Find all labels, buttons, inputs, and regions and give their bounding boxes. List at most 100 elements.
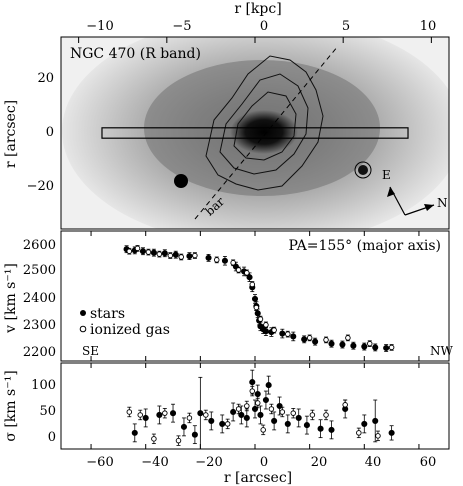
star-data-point [150, 249, 157, 256]
gas-data-point [342, 402, 348, 408]
gas-data-point [271, 327, 277, 333]
gas-data-point [235, 406, 242, 412]
tick-marks [78, 37, 432, 449]
gas-data-point [203, 412, 209, 418]
gas-data-point [167, 252, 174, 259]
velocity-panel: PA=155° (major axis) stars ionized gas S… [3, 230, 454, 362]
bottom-axis-label: r [arcsec] [224, 470, 292, 486]
gas-data-point [134, 245, 141, 252]
bottom-tick-label: −60 [86, 455, 113, 470]
star-data-point [142, 414, 149, 421]
velocity-right-label: NW [430, 344, 454, 358]
bottom-tick-label: 0 [260, 455, 268, 470]
star-data-point [243, 414, 250, 421]
gas-data-point [323, 412, 329, 418]
top-tick-label: −10 [86, 19, 113, 34]
gas-data-point [249, 388, 256, 394]
gas-data-point [126, 409, 133, 415]
star-data-point [262, 396, 269, 404]
gas-data-point [306, 335, 313, 341]
star-data-point [301, 336, 308, 343]
legend-gas-label: ionized gas [90, 322, 170, 338]
star-data-point [350, 342, 357, 349]
star-data-point [221, 257, 228, 264]
star-data-point [249, 379, 256, 386]
dispersion-ytick-label: 0 [48, 430, 56, 445]
velocity-ytick-label: 2500 [23, 263, 56, 278]
isophote-contour [219, 73, 309, 175]
star-data-point [219, 420, 226, 427]
star-data-point [191, 431, 198, 438]
star-data-point [303, 422, 310, 429]
gas-data-point [260, 427, 266, 433]
star-data-point [372, 344, 379, 351]
star-data-point [186, 253, 193, 260]
gas-data-point [290, 410, 297, 416]
gas-data-point [345, 335, 351, 341]
star-data-point [276, 402, 283, 410]
gas-data-point [257, 316, 264, 322]
star-data-point [372, 417, 379, 424]
star-data-point [388, 429, 395, 436]
star-data-point [197, 410, 204, 417]
gas-data-point [263, 322, 269, 328]
top-tick-label: 0 [260, 19, 268, 34]
gas-data-point [253, 304, 260, 311]
star-data-point [361, 420, 368, 427]
top-tick-label: −5 [172, 19, 191, 34]
velocity-ytick-label: 2600 [23, 238, 56, 253]
star-data-point [265, 382, 272, 389]
velocity-ytick-label: 2400 [23, 291, 56, 306]
gas-data-point [244, 270, 250, 276]
gas-data-point [235, 267, 242, 273]
gas-data-point [279, 409, 286, 415]
star-data-point [208, 417, 215, 424]
gas-data-point [244, 403, 250, 409]
gas-data-point [254, 400, 261, 406]
gas-data-point [213, 257, 220, 263]
gas-data-point [309, 412, 316, 418]
gas-data-point [156, 251, 163, 257]
legend-stars-marker [80, 310, 86, 316]
bottom-tick-label: 60 [420, 455, 437, 470]
gas-data-point [175, 437, 182, 444]
star-data-point [251, 405, 259, 413]
star-data-point [156, 411, 163, 419]
velocity-annotation: PA=155° (major axis) [288, 238, 441, 254]
star-data-point [230, 408, 237, 416]
star-data-point [312, 338, 319, 345]
image-title: NGC 470 (R band) [70, 46, 201, 62]
gas-data-point [375, 433, 381, 439]
bottom-tick-label: −20 [195, 455, 222, 470]
star-data-point [254, 310, 261, 317]
velocity-ylabel: v [km s⁻¹] [3, 263, 19, 334]
gas-data-point [145, 249, 152, 255]
bottom-tick-label: 40 [365, 455, 382, 470]
bottom-tick-label: −40 [141, 455, 168, 470]
star-data-point [161, 250, 168, 257]
star-data-point [251, 295, 259, 302]
gas-data-point [126, 248, 133, 254]
galaxy-core [230, 110, 298, 154]
star-data-point [254, 391, 261, 398]
compass: E N [382, 168, 448, 216]
star-data-point [169, 410, 177, 417]
compass-north-label: N [437, 196, 448, 210]
gas-data-point [388, 344, 395, 351]
image-ytick-label: −20 [27, 179, 54, 194]
top-tick-label: 10 [420, 19, 437, 34]
star-data-point [238, 411, 245, 419]
gas-data-point [230, 260, 236, 266]
star-data-point [131, 429, 138, 436]
legend-stars-label: stars [90, 306, 125, 322]
image-panel: NGC 470 (R band) bar E N 20 0 −20 r [arc… [3, 36, 450, 230]
isophote-contour [233, 91, 297, 161]
top-tick-label: 5 [342, 19, 350, 34]
velocity-left-label: SE [82, 344, 99, 358]
gas-data-point [356, 430, 362, 436]
gas-data-point [192, 252, 198, 259]
gas-data-point [151, 436, 157, 442]
image-ylabel: r [arcsec] [3, 100, 19, 168]
star-data-point [262, 328, 269, 335]
velocity-marks [123, 245, 395, 352]
